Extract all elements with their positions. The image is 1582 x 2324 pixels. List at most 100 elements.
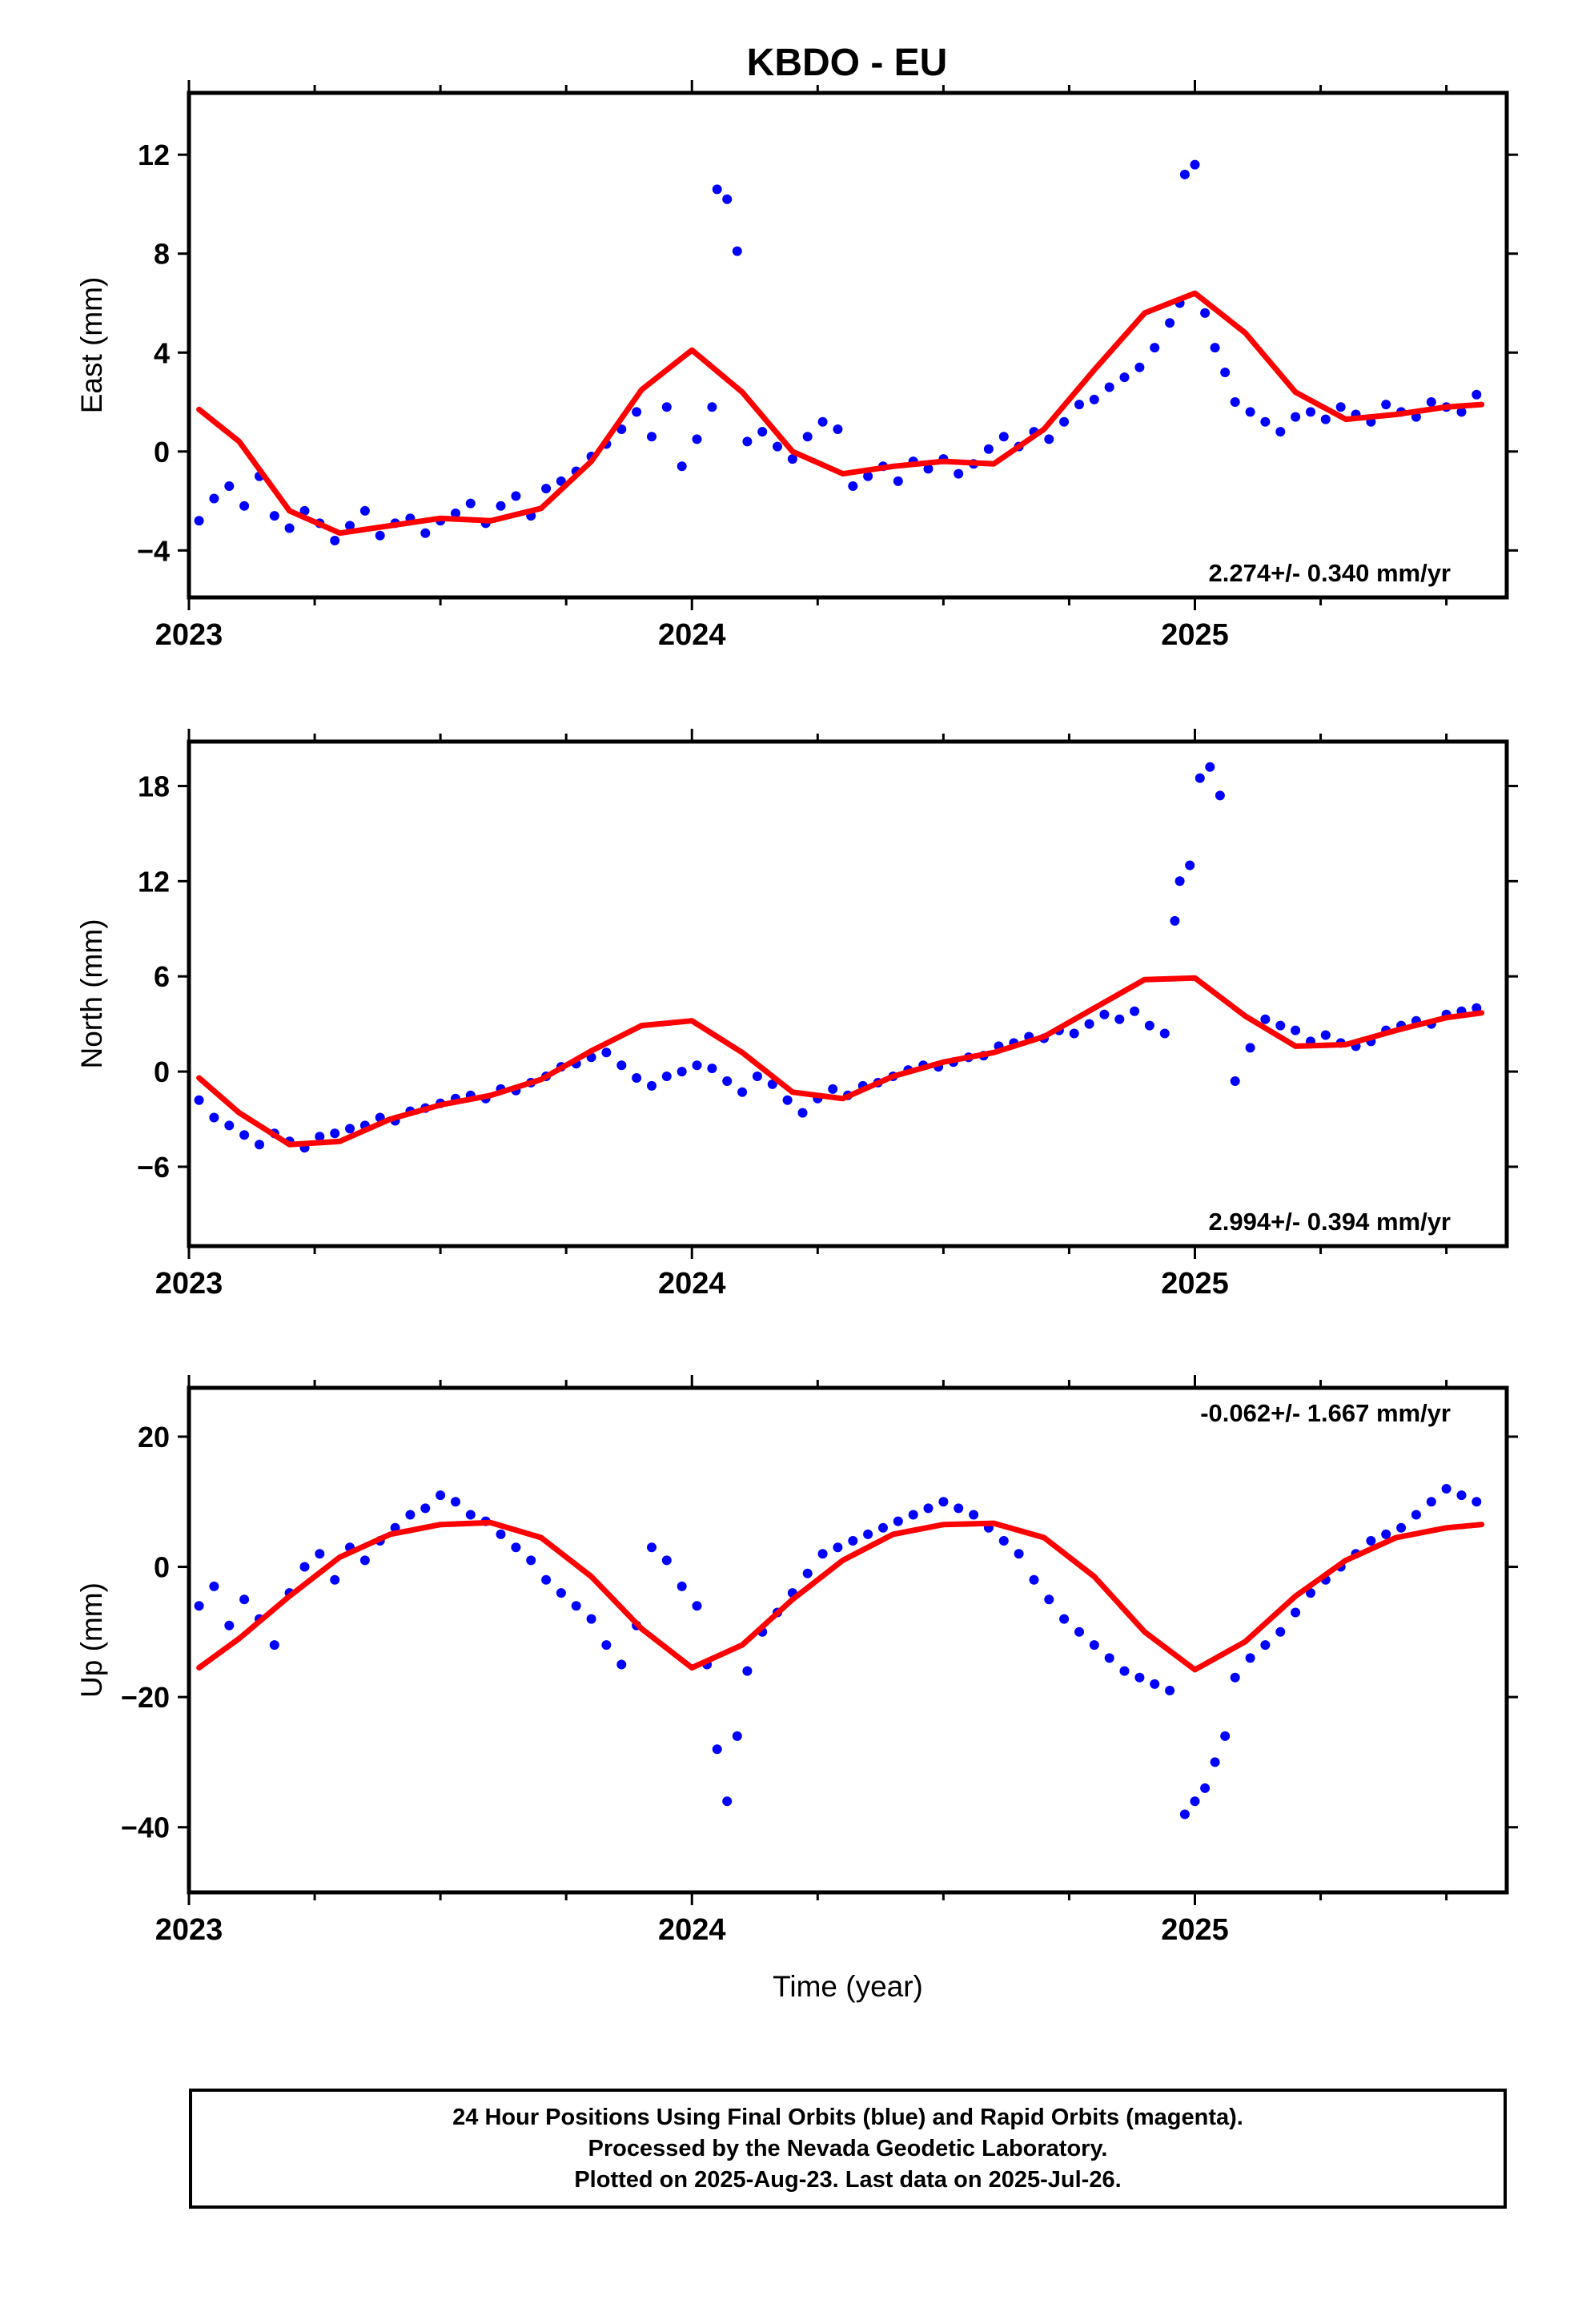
east-plot-background <box>189 93 1507 597</box>
up-observation-point <box>1044 1594 1054 1605</box>
east-observation-point <box>1119 372 1130 383</box>
up-y-tick-label: 0 <box>154 1551 170 1584</box>
north-y-axis-label: North (mm) <box>75 919 108 1068</box>
north-observation-point <box>194 1095 204 1105</box>
east-observation-point <box>1230 397 1240 407</box>
north-observation-point <box>661 1072 672 1081</box>
up-observation-point <box>802 1568 813 1578</box>
up-observation-point <box>1059 1614 1070 1624</box>
east-observation-point <box>1381 400 1391 410</box>
east-observation-point <box>923 464 934 474</box>
east-observation-point <box>420 528 431 538</box>
east-x-tick-label: 2024 <box>658 618 726 652</box>
east-observation-point <box>647 432 656 442</box>
east-observation-point <box>1335 402 1346 412</box>
north-observation-point <box>209 1112 219 1123</box>
up-observation-point <box>712 1744 722 1755</box>
north-y-tick-label: −6 <box>137 1151 170 1184</box>
up-observation-point <box>1366 1536 1376 1546</box>
up-model-fit-line <box>196 1519 1485 1673</box>
up-plot-background <box>189 1388 1507 1892</box>
north-observation-point <box>1205 762 1215 772</box>
east-y-tick-label: 0 <box>154 436 170 468</box>
up-rate-annotation: -0.062+/- 1.667 mm/yr <box>1200 1399 1451 1427</box>
east-observation-point <box>1456 407 1467 417</box>
east-observation-point <box>954 468 964 479</box>
north-observation-point <box>1230 1076 1240 1086</box>
east-observation-point <box>802 432 813 442</box>
up-observation-point <box>1104 1653 1114 1663</box>
up-observation-point <box>1291 1607 1301 1618</box>
east-observation-point <box>1306 407 1315 417</box>
east-rate-annotation: 2.274+/- 0.340 mm/yr <box>1209 559 1451 587</box>
east-observation-point <box>787 454 797 464</box>
up-observation-point <box>817 1549 828 1559</box>
east-observation-point <box>1245 407 1255 417</box>
east-observation-point <box>1275 427 1286 437</box>
north-observation-point <box>767 1079 777 1089</box>
east-y-tick-label: 4 <box>154 336 170 369</box>
east-observation-point <box>1059 416 1070 427</box>
east-observation-point <box>465 498 476 509</box>
east-observation-point <box>375 530 385 541</box>
north-y-tick-label: 18 <box>138 770 170 802</box>
east-observation-point <box>239 501 250 511</box>
north-observation-point <box>692 1060 702 1071</box>
up-observation-point <box>677 1581 687 1591</box>
north-observation-point <box>224 1120 235 1131</box>
up-observation-point <box>742 1666 753 1676</box>
north-observation-point <box>722 1076 733 1086</box>
up-observation-point <box>938 1497 949 1507</box>
north-observation-point <box>239 1130 250 1140</box>
east-observation-point <box>742 436 753 447</box>
east-observation-point <box>632 407 642 417</box>
north-observation-point <box>737 1087 748 1097</box>
up-observation-point <box>359 1555 370 1566</box>
up-observation-point <box>1245 1653 1255 1663</box>
north-observation-point <box>1174 876 1185 887</box>
figure-title: KBDO - EU <box>747 42 948 84</box>
north-rate-annotation: 2.994+/- 0.394 mm/yr <box>1209 1208 1451 1236</box>
east-x-tick-label: 2023 <box>155 618 223 652</box>
up-observation-point <box>315 1549 325 1559</box>
north-x-tick-label: 2024 <box>658 1267 726 1301</box>
up-observation-point <box>1179 1809 1190 1819</box>
up-observation-point <box>1200 1783 1211 1793</box>
east-observation-point <box>1089 394 1099 404</box>
north-y-tick-label: 12 <box>138 865 170 898</box>
north-observation-point <box>752 1072 762 1081</box>
north-model-fit-line <box>196 975 1485 1148</box>
up-observation-point <box>1029 1574 1039 1585</box>
north-observation-point <box>797 1108 808 1118</box>
north-observation-point <box>1069 1028 1079 1039</box>
east-observation-point <box>722 194 733 204</box>
up-observation-point <box>586 1614 596 1624</box>
east-observation-point <box>998 432 1009 442</box>
footer-line-3: Plotted on 2025-Aug-23. Last data on 202… <box>574 2166 1122 2193</box>
north-observation-point <box>1320 1030 1331 1040</box>
east-observation-point <box>1260 416 1271 427</box>
north-observation-point <box>1260 1014 1271 1024</box>
east-observation-point <box>863 471 873 481</box>
east-observation-point <box>1190 159 1200 170</box>
east-observation-point <box>269 511 279 521</box>
up-frame <box>187 1385 1509 1895</box>
east-observation-point <box>1220 368 1231 377</box>
east-observation-point <box>1165 318 1175 328</box>
north-observation-point <box>601 1047 612 1058</box>
up-observation-point <box>878 1522 888 1533</box>
up-observation-point <box>194 1601 204 1611</box>
up-observation-point <box>556 1588 566 1598</box>
east-observation-point <box>712 184 722 195</box>
up-observation-point <box>1119 1666 1130 1676</box>
up-observation-point <box>692 1601 702 1611</box>
north-observation-point <box>707 1063 717 1074</box>
up-observation-point <box>1426 1497 1436 1507</box>
up-observation-point <box>405 1510 416 1520</box>
up-observation-point <box>1472 1497 1482 1507</box>
east-x-tick-label: 2025 <box>1161 618 1229 652</box>
east-observation-point <box>732 246 742 256</box>
east-observation-point <box>1472 389 1482 400</box>
north-observation-point <box>345 1124 355 1134</box>
north-observation-point <box>1291 1025 1301 1035</box>
